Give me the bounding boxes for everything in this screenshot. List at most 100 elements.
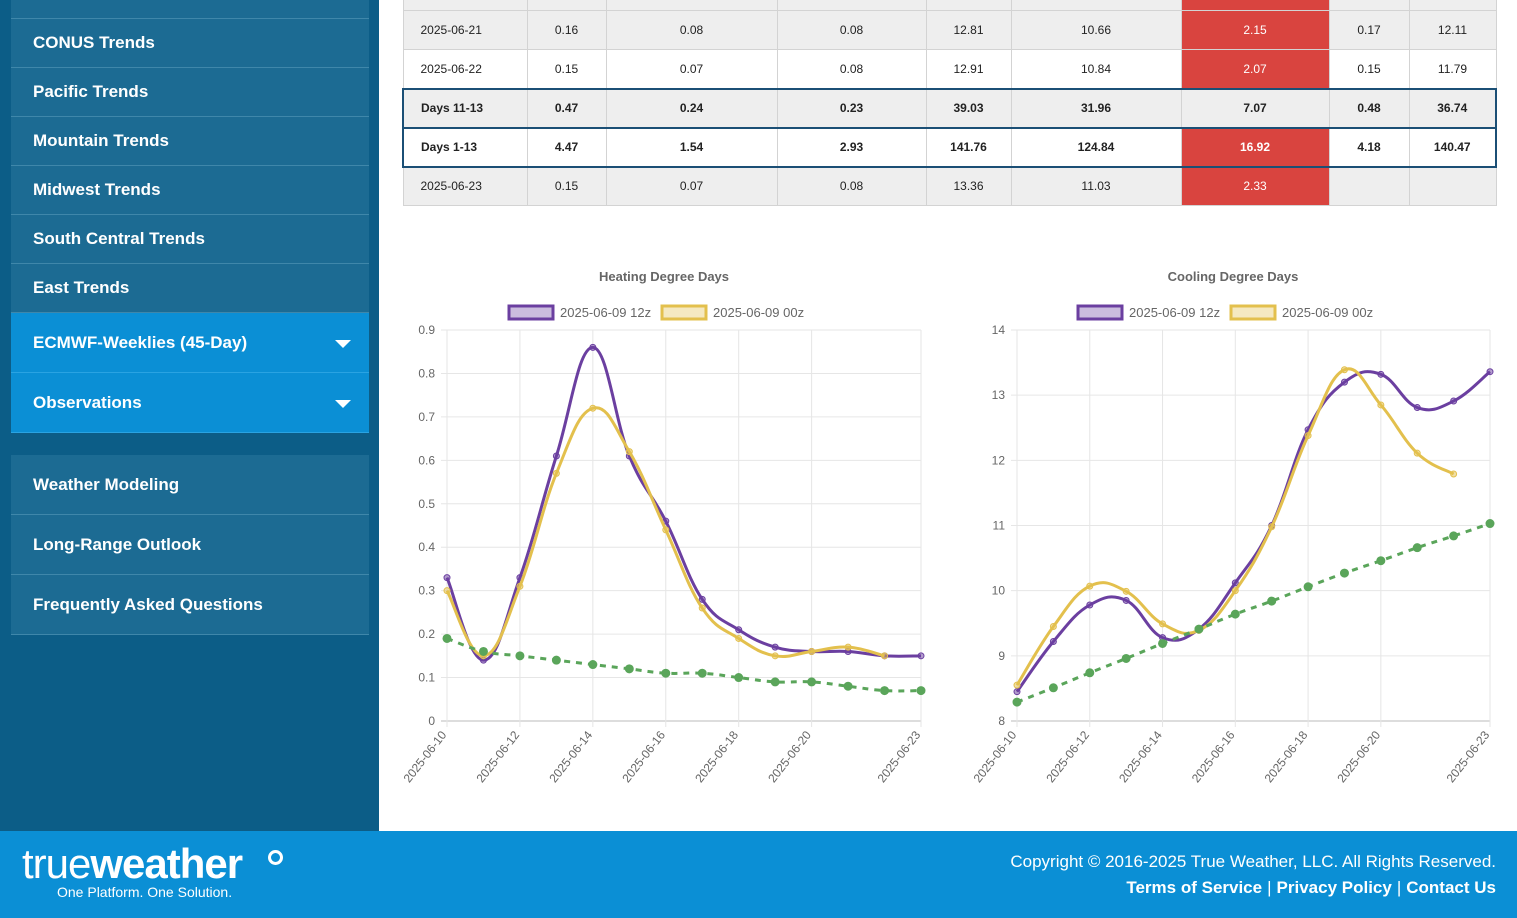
terms-of-service-link[interactable]: Terms of Service — [1126, 878, 1263, 897]
data-point — [808, 647, 816, 655]
table-cell: 0.08 — [605, 10, 778, 50]
sidebar-item-faq[interactable]: Frequently Asked Questions — [11, 575, 369, 635]
x-tick-label: 2025-06-12 — [473, 728, 522, 785]
sidebar-item-mountain-trends[interactable]: Mountain Trends — [11, 117, 369, 166]
sidebar-item-pacific-trends[interactable]: Pacific Trends — [11, 68, 369, 117]
trueweather-logo[interactable]: trueweather — [22, 840, 243, 888]
table-cell: 0.08 — [776, 49, 927, 89]
legend-label: 2025-06-09 12z — [1129, 305, 1220, 320]
data-point — [1377, 401, 1385, 409]
sidebar-item-weather-modeling[interactable]: Weather Modeling — [11, 455, 369, 515]
legend-swatch — [1229, 304, 1277, 321]
table-cell: 0.08 — [776, 166, 927, 206]
data-point — [1304, 432, 1312, 440]
legend-swatch — [1076, 304, 1124, 321]
legend-item: 2025-06-09 12z — [1076, 304, 1220, 321]
sidebar-trends-group: CONUS Trends Pacific Trends Mountain Tre… — [11, 0, 369, 433]
table-cell: 140.47 — [1408, 126, 1497, 168]
data-point — [478, 646, 488, 656]
data-point — [735, 634, 743, 642]
data-point — [917, 652, 925, 660]
data-point — [1194, 624, 1204, 634]
table-cell: 141.76 — [925, 126, 1012, 168]
sidebar-item-label: ECMWF-Weeklies (45-Day) — [33, 332, 248, 352]
sidebar-item-partial[interactable] — [11, 0, 369, 19]
data-point — [1012, 697, 1022, 707]
data-point — [1122, 596, 1130, 604]
sidebar-item-label: East Trends — [33, 278, 130, 297]
table-cell: 12.91 — [925, 49, 1012, 89]
sidebar-item-midwest-trends[interactable]: Midwest Trends — [11, 166, 369, 215]
y-tick-label: 10 — [992, 584, 1006, 598]
series-line — [1015, 370, 1491, 693]
table-cell: 2025-06-23 — [402, 166, 528, 206]
x-tick-label: 2025-06-20 — [1334, 728, 1383, 785]
data-point — [1303, 582, 1313, 592]
sidebar-item-label: Weather Modeling — [33, 474, 180, 494]
table-row: 2025-06-22 0.15 0.07 0.08 12.91 10.84 2.… — [402, 49, 1497, 89]
table-cell: 10.66 — [1010, 10, 1182, 50]
sidebar-item-long-range-outlook[interactable]: Long-Range Outlook — [11, 515, 369, 575]
data-point — [1086, 582, 1094, 590]
y-tick-label: 0.7 — [418, 410, 435, 424]
x-tick-label: 2025-06-12 — [1043, 728, 1092, 785]
data-point — [589, 404, 597, 412]
link-separator: | — [1396, 878, 1402, 897]
data-point — [624, 664, 634, 674]
table-cell-highlight: 2.07 — [1180, 49, 1330, 89]
data-point — [1339, 568, 1349, 578]
table-row: 2025-06-23 0.15 0.07 0.08 13.36 11.03 2.… — [402, 166, 1497, 206]
table-cell: 11.03 — [1010, 166, 1182, 206]
table-cell: 0.08 — [776, 10, 927, 50]
caret-down-icon — [335, 340, 351, 348]
contact-us-link[interactable]: Contact Us — [1406, 878, 1496, 897]
table-cell: 0.48 — [1328, 87, 1410, 129]
y-tick-label: 9 — [998, 649, 1005, 663]
table-cell: 124.84 — [1010, 126, 1182, 168]
sidebar-item-south-central-trends[interactable]: South Central Trends — [11, 215, 369, 264]
data-point — [881, 652, 889, 660]
footer-links: Terms of Service | Privacy Policy | Contact … — [1126, 878, 1496, 898]
cooling-degree-days-chart: Cooling Degree Days 2025-06-09 12z 2025-06… — [971, 269, 1495, 785]
x-tick-label: 2025-06-18 — [692, 728, 741, 785]
sidebar-item-label: South Central Trends — [33, 229, 205, 248]
sidebar-item-label: Long-Range Outlook — [33, 534, 202, 554]
data-point — [1267, 596, 1277, 606]
y-tick-label: 14 — [992, 323, 1006, 337]
data-point — [1377, 370, 1385, 378]
link-separator: | — [1267, 878, 1272, 897]
data-point — [1013, 681, 1021, 689]
x-tick-label: 2025-06-16 — [619, 728, 668, 785]
data-point — [880, 686, 890, 696]
data-point — [1122, 587, 1130, 595]
sidebar-expander-ecmwf-weeklies[interactable]: ECMWF-Weeklies (45-Day) — [11, 313, 369, 373]
y-tick-label: 11 — [993, 519, 1006, 533]
sidebar-item-conus-trends[interactable]: CONUS Trends — [11, 19, 369, 68]
data-point — [1268, 523, 1276, 531]
y-tick-label: 0.2 — [418, 627, 435, 641]
data-point — [588, 660, 598, 670]
y-tick-label: 0.1 — [418, 671, 435, 685]
sidebar-expander-observations[interactable]: Observations — [11, 373, 369, 433]
sidebar: CONUS Trends Pacific Trends Mountain Tre… — [0, 0, 379, 831]
data-point — [1013, 688, 1021, 696]
data-point — [1049, 623, 1057, 631]
data-point — [589, 343, 597, 351]
data-point — [551, 655, 561, 665]
data-point — [916, 686, 926, 696]
data-point — [1159, 620, 1167, 628]
privacy-policy-link[interactable]: Privacy Policy — [1276, 878, 1392, 897]
data-point — [1449, 531, 1459, 541]
y-tick-label: 0.3 — [418, 584, 435, 598]
data-point — [1086, 601, 1094, 609]
data-point — [552, 469, 560, 477]
data-point — [1376, 556, 1386, 566]
table-cell: 0.17 — [1328, 10, 1410, 50]
sidebar-item-east-trends[interactable]: East Trends — [11, 264, 369, 313]
x-tick-label: 2025-06-18 — [1262, 728, 1311, 785]
data-point — [697, 668, 707, 678]
data-point — [770, 677, 780, 687]
data-point — [735, 626, 743, 634]
sidebar-item-label: Midwest Trends — [33, 180, 161, 199]
table-cell: 12.81 — [925, 10, 1012, 50]
